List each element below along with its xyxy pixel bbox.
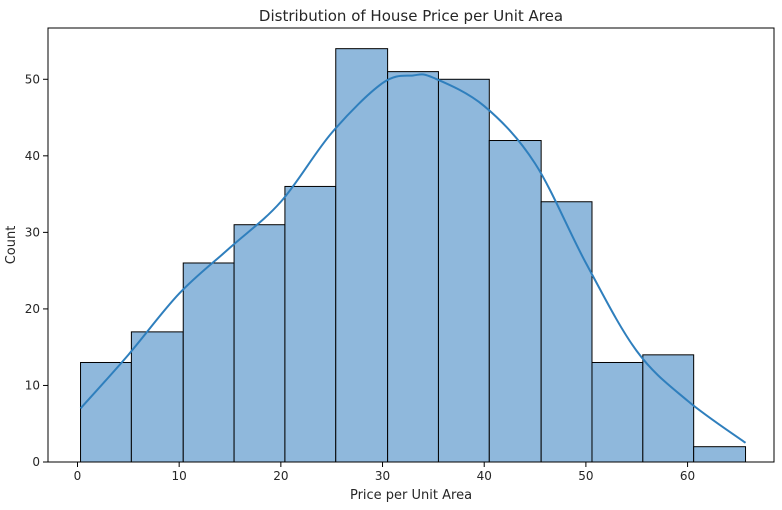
histogram-bar-4 bbox=[284, 185, 337, 463]
histogram-bar-12 bbox=[693, 446, 747, 463]
plot-frame bbox=[47, 27, 775, 463]
y-tick-label-2: 20 bbox=[25, 302, 40, 316]
x-tick-label-6: 60 bbox=[680, 469, 695, 483]
y-tick-label-4: 40 bbox=[25, 149, 40, 163]
histogram-bar-3 bbox=[233, 224, 286, 463]
histogram-bars bbox=[80, 48, 747, 463]
y-axis-label: Count bbox=[4, 226, 19, 265]
y-tick-label-5: 50 bbox=[25, 72, 40, 86]
x-tick-label-0: 0 bbox=[74, 469, 82, 483]
y-axis-ticks: 0 10 20 30 40 50 bbox=[25, 72, 48, 469]
histogram-bar-8 bbox=[488, 140, 542, 463]
x-tick-label-1: 10 bbox=[172, 469, 187, 483]
histogram-bar-10 bbox=[591, 361, 644, 463]
histogram-bar-11 bbox=[642, 354, 695, 463]
histogram-bar-2 bbox=[182, 262, 235, 463]
histogram-bar-7 bbox=[437, 78, 490, 463]
histogram-bar-5 bbox=[335, 48, 389, 463]
x-tick-label-4: 40 bbox=[477, 469, 492, 483]
histogram-bar-0 bbox=[80, 361, 132, 463]
y-tick-label-3: 30 bbox=[25, 225, 40, 239]
histogram-bar-9 bbox=[540, 201, 593, 463]
chart-title: Distribution of House Price per Unit Are… bbox=[259, 7, 563, 25]
y-tick-label-1: 10 bbox=[25, 378, 40, 392]
histogram-bar-1 bbox=[130, 331, 184, 463]
x-axis-ticks: 0 10 20 30 40 50 60 bbox=[74, 462, 695, 483]
x-tick-label-5: 50 bbox=[578, 469, 593, 483]
kde-curve bbox=[79, 73, 747, 444]
x-tick-label-2: 20 bbox=[273, 469, 288, 483]
y-tick-label-0: 0 bbox=[32, 455, 40, 469]
x-tick-label-3: 30 bbox=[375, 469, 390, 483]
histogram-bar-6 bbox=[387, 71, 439, 463]
x-axis-label: Price per Unit Area bbox=[350, 488, 472, 503]
